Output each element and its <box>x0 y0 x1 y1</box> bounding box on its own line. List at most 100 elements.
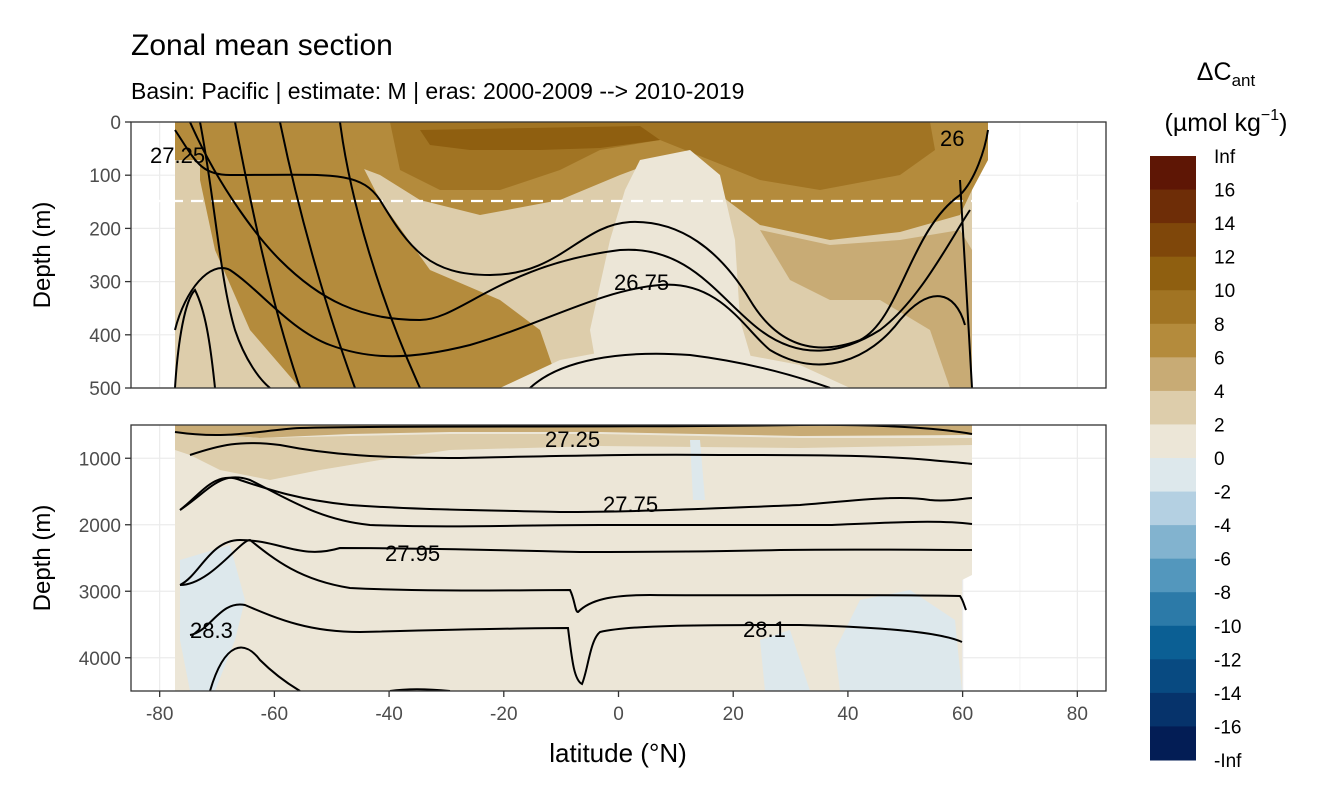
contour-line <box>174 288 216 388</box>
lower-panel: 27.25 27.75 27.95 28.3 28.1 1000 2000 3000… <box>29 424 1107 768</box>
legend-swatch <box>1150 256 1196 291</box>
x-tick-label: -80 <box>146 704 173 725</box>
chart-title: Zonal mean section <box>131 29 393 62</box>
contour-line <box>339 122 421 388</box>
legend-swatch <box>1150 357 1196 392</box>
y-tick-label: 500 <box>89 379 121 400</box>
y-tick-label: 2000 <box>79 516 121 537</box>
lower-field: 27.25 27.75 27.95 28.3 28.1 <box>174 425 973 691</box>
legend-swatch <box>1150 491 1196 526</box>
legend-label: -16 <box>1214 717 1241 738</box>
y-tick-label: 1000 <box>79 449 121 470</box>
legend-swatch <box>1150 525 1196 560</box>
legend-label: 10 <box>1214 281 1235 302</box>
lower-patch-blue <box>835 590 962 691</box>
contour-label-lower-2: 27.75 <box>603 492 658 517</box>
legend-label: 6 <box>1214 348 1225 369</box>
legend-label: -6 <box>1214 550 1231 571</box>
upper-y-axis: 0 100 200 300 400 500 <box>89 113 131 400</box>
x-tick-label: -40 <box>375 704 402 725</box>
legend-label: 8 <box>1214 315 1225 336</box>
lower-band-tan <box>175 432 972 480</box>
legend-label: Inf <box>1214 147 1236 168</box>
legend-swatch <box>1150 692 1196 727</box>
legend-labels: Inf 16 14 12 10 8 6 4 2 0 -2 -4 -6 -8 -10 -12 -14 -16 -Inf <box>1214 147 1242 772</box>
upper-contours <box>174 122 989 388</box>
contour-label-upper-1: 27.25 <box>150 143 205 168</box>
legend-label: -4 <box>1214 516 1231 537</box>
legend-label: -2 <box>1214 483 1231 504</box>
contour-line <box>529 352 831 388</box>
legend-label: 12 <box>1214 248 1235 269</box>
contour-line <box>189 122 971 352</box>
upper-band-light-tongue <box>590 150 760 388</box>
upper-field: 27.25 26 26.75 <box>131 122 1106 388</box>
x-axis-label: latitude (°N) <box>549 738 687 768</box>
legend-label: -12 <box>1214 650 1241 671</box>
contour-line <box>179 476 973 514</box>
contour-line <box>199 122 271 388</box>
legend-swatch <box>1150 189 1196 224</box>
upper-band-light-left <box>175 170 230 388</box>
legend-swatch <box>1150 558 1196 593</box>
x-tick-label: -60 <box>261 704 288 725</box>
y-tick-label: 4000 <box>79 649 121 670</box>
contour-label-upper-2: 26 <box>940 126 964 151</box>
contour-label-lower-4: 28.3 <box>190 618 233 643</box>
upper-panel: 27.25 26 26.75 0 100 200 300 400 500 Depth (m… <box>29 113 1107 400</box>
upper-band-darkest <box>420 126 660 150</box>
legend-swatch <box>1150 290 1196 325</box>
contour-line <box>174 129 989 349</box>
contour-line <box>179 538 973 586</box>
legend-units: (µmol kg−1) <box>1165 107 1288 137</box>
contour-line <box>279 122 356 388</box>
legend-swatch <box>1150 592 1196 627</box>
legend-label: -14 <box>1214 684 1242 705</box>
legend-label: 16 <box>1214 181 1235 202</box>
upper-y-label: Depth (m) <box>29 202 56 309</box>
contour-line <box>179 476 973 528</box>
upper-band-deep-light <box>500 345 850 388</box>
x-tick-label: 60 <box>952 704 973 725</box>
y-tick-label: 3000 <box>79 582 121 603</box>
chart-subtitle: Basin: Pacific | estimate: M | eras: 200… <box>131 78 744 104</box>
legend-swatch <box>1150 223 1196 258</box>
lower-y-label: Depth (m) <box>29 505 56 612</box>
y-tick-label: 400 <box>89 326 121 347</box>
lower-patch-blue <box>760 630 810 691</box>
contour-line <box>209 646 301 691</box>
y-tick-label: 0 <box>110 113 121 134</box>
contour-line <box>174 425 973 437</box>
color-legend: ΔCant (µmol kg−1) Inf 16 14 12 10 8 6 4 2 0 -2 -4 -6… <box>1150 58 1287 772</box>
y-tick-label: 100 <box>89 166 121 187</box>
upper-panel-border <box>130 121 1107 389</box>
lower-contours <box>174 425 973 691</box>
contour-label-upper-3: 26.75 <box>614 270 669 295</box>
contour-line <box>959 179 973 388</box>
lower-y-axis: 1000 2000 3000 4000 <box>79 449 131 670</box>
legend-swatch <box>1150 156 1196 191</box>
y-tick-label: 200 <box>89 219 121 240</box>
contour-label-lower-5: 28.1 <box>743 617 786 642</box>
legend-swatch <box>1150 726 1196 761</box>
y-tick-label: 300 <box>89 273 121 294</box>
contour-line <box>189 442 973 465</box>
legend-label: 4 <box>1214 382 1225 403</box>
x-tick-label: 40 <box>837 704 858 725</box>
legend-title: ΔCant <box>1197 58 1256 90</box>
x-axis: -80 -60 -40 -20 0 20 40 60 80 <box>146 691 1088 725</box>
x-tick-label: -20 <box>490 704 517 725</box>
legend-swatch <box>1150 625 1196 660</box>
legend-label: 14 <box>1214 214 1236 235</box>
legend-swatch <box>1150 424 1196 459</box>
x-tick-label: 20 <box>723 704 744 725</box>
contour-line <box>189 603 963 686</box>
legend-swatch <box>1150 458 1196 493</box>
contour-label-lower-3: 27.95 <box>385 541 440 566</box>
x-tick-label: 80 <box>1067 704 1088 725</box>
legend-label: -8 <box>1214 583 1231 604</box>
contour-line <box>179 538 967 614</box>
x-tick-label: 0 <box>613 704 624 725</box>
legend-label: 0 <box>1214 449 1225 470</box>
